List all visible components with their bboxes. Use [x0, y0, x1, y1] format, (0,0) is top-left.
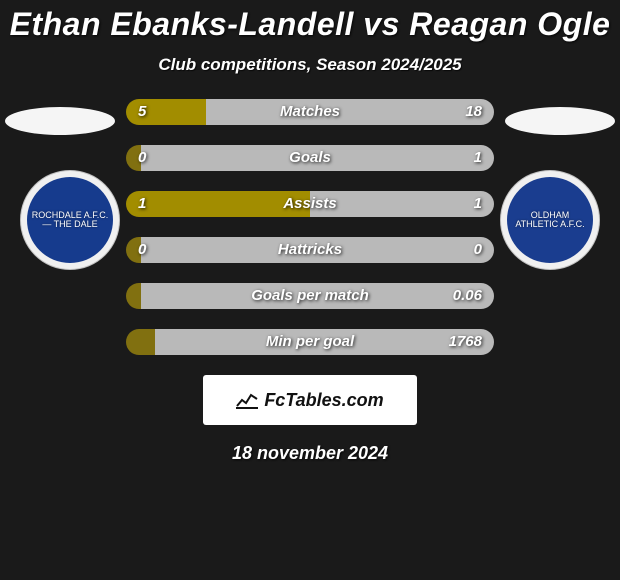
bar-right: [310, 191, 494, 217]
bar-left: [126, 237, 141, 263]
bar-track: Goals per match0.06: [126, 283, 494, 309]
metric-row: Matches518: [0, 99, 620, 125]
bar-track: Min per goal1768: [126, 329, 494, 355]
bar-left: [126, 99, 206, 125]
bar-right: [206, 99, 494, 125]
metric-row: Hattricks00: [0, 237, 620, 263]
bar-left: [126, 283, 141, 309]
bar-track: Matches518: [126, 99, 494, 125]
metric-row: Goals per match0.06: [0, 283, 620, 309]
metric-row: Min per goal1768: [0, 329, 620, 355]
comparison-infographic: Ethan Ebanks-Landell vs Reagan Ogle Club…: [0, 0, 620, 580]
watermark-text: FcTables.com: [264, 390, 383, 411]
chart-icon: [236, 391, 258, 409]
bar-right: [141, 283, 494, 309]
watermark: FcTables.com: [203, 375, 417, 425]
bar-left: [126, 145, 141, 171]
date-text: 18 november 2024: [0, 443, 620, 464]
bar-right: [155, 329, 494, 355]
bar-right: [141, 237, 494, 263]
page-title: Ethan Ebanks-Landell vs Reagan Ogle: [0, 6, 620, 43]
bar-right: [141, 145, 494, 171]
metric-row: Goals01: [0, 145, 620, 171]
bar-track: Assists11: [126, 191, 494, 217]
metric-row: Assists11: [0, 191, 620, 217]
subtitle: Club competitions, Season 2024/2025: [0, 55, 620, 75]
bar-track: Hattricks00: [126, 237, 494, 263]
bar-left: [126, 191, 310, 217]
bar-track: Goals01: [126, 145, 494, 171]
bar-left: [126, 329, 155, 355]
